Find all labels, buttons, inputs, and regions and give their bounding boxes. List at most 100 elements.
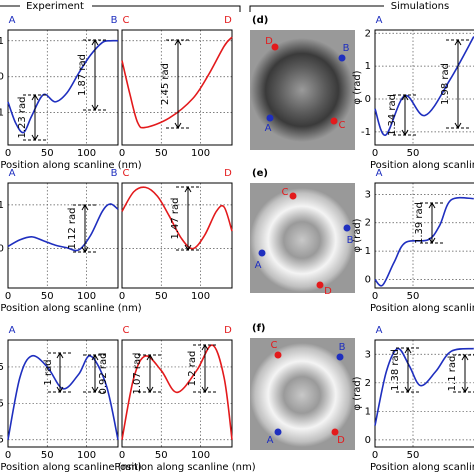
annotation: 1.12 rad (67, 207, 78, 249)
plot-frame (7, 339, 119, 448)
x-tick-label: 0 (119, 450, 125, 461)
y-axis-label: φ (rad) (352, 218, 363, 252)
y-tick-label: 1 (365, 61, 371, 72)
annotation-arrow (81, 204, 89, 253)
y-tick-label: 1 (365, 406, 371, 417)
marker-label: C (282, 187, 289, 198)
panel-label: (d) (252, 15, 268, 26)
x-tick-label: 50 (407, 450, 420, 461)
data-line (374, 196, 474, 287)
data-line (121, 186, 233, 250)
annotation-arrow (56, 352, 64, 393)
annotation: 1.98 rad (440, 63, 451, 105)
annotation: 2.45 rad (160, 63, 171, 105)
y-axis-label: φ (rad) (352, 376, 363, 410)
data-line (374, 36, 474, 136)
marker-dot (266, 114, 274, 122)
y-tick-label: 1 (365, 246, 371, 257)
end-label: A (376, 168, 383, 179)
annotation-arrow (454, 39, 462, 129)
annotation: 1.23 rad (17, 96, 28, 138)
annotation-arrow (461, 354, 469, 393)
end-label: C (123, 168, 130, 179)
annotation-arrow (201, 344, 209, 393)
marker-dot (338, 54, 346, 62)
x-tick-label: 50 (155, 450, 168, 461)
data-line (7, 39, 119, 134)
x-tick-label: 0 (372, 291, 378, 302)
end-label: A (376, 325, 383, 336)
annotation: 1.47 rad (170, 197, 181, 239)
marker-dot (289, 192, 297, 200)
header-rule (249, 5, 384, 12)
y-tick-label: 3 (365, 189, 371, 200)
y-tick-label: -1 (0, 108, 4, 119)
end-label: A (9, 168, 16, 179)
x-tick-label: 50 (407, 148, 420, 159)
marker-dot (336, 353, 344, 361)
x-tick-label: 100 (191, 148, 210, 159)
y-tick-label: 2.5 (0, 362, 4, 373)
data-line (374, 347, 474, 426)
x-tick-label: 0 (372, 450, 378, 461)
x-tick-label: 50 (155, 148, 168, 159)
x-tick-label: 0 (5, 291, 11, 302)
marker-label: C (339, 120, 346, 131)
annotation: 1.07 rad (132, 352, 143, 394)
marker-label: B (339, 342, 346, 353)
plot-frame (374, 182, 474, 289)
annotation-arrow (428, 202, 436, 244)
x-axis-label: Position along scanline (nm) (0, 462, 141, 473)
annotation-arrow (401, 94, 409, 136)
y-tick-label: -1 (361, 127, 371, 138)
x-tick-label: 50 (41, 291, 54, 302)
marker-dot (271, 43, 279, 51)
marker-label: C (271, 340, 278, 351)
x-tick-label: 50 (155, 291, 168, 302)
plot-frame (374, 339, 474, 448)
end-label: C (123, 15, 130, 26)
marker-label: D (265, 36, 273, 47)
data-line (7, 203, 119, 252)
annotation: 0.92 rad (98, 352, 109, 394)
plot-frame (121, 29, 233, 146)
x-axis-label: Position along scanline (nm) (370, 303, 474, 314)
x-axis-label: Position along scanline (nm) (370, 462, 474, 473)
y-axis-label: φ (rad) (352, 70, 363, 104)
marker-dot (274, 428, 282, 436)
x-tick-label: 0 (119, 148, 125, 159)
annotation: 1.34 rad (387, 94, 398, 136)
x-tick-label: 100 (77, 291, 96, 302)
x-tick-label: 0 (5, 450, 11, 461)
end-label: B (111, 15, 118, 26)
y-tick-label: 1 (0, 36, 4, 47)
marker-dot (331, 428, 339, 436)
end-label: B (111, 168, 118, 179)
end-label: D (224, 168, 232, 179)
x-tick-label: 100 (77, 148, 96, 159)
x-tick-label: 50 (407, 291, 420, 302)
marker-dot (274, 351, 282, 359)
data-line (121, 36, 233, 129)
panel-label: (e) (252, 168, 268, 179)
x-axis-label: Position along scanline (nm) (370, 160, 474, 171)
data-line (7, 354, 119, 440)
x-tick-label: 50 (41, 148, 54, 159)
marker-label: D (337, 435, 345, 446)
x-tick-label: 0 (372, 148, 378, 159)
end-label: A (9, 325, 16, 336)
y-tick-label: 0 (365, 435, 371, 446)
marker-dot (258, 249, 266, 257)
data-line (121, 344, 233, 440)
end-label: A (376, 15, 383, 26)
plot-frame (7, 182, 119, 289)
plot-frame (121, 182, 233, 289)
marker-label: A (267, 435, 274, 446)
header-rule (0, 5, 241, 12)
y-tick-label: 1.5 (0, 398, 4, 409)
plot-frame (374, 29, 474, 146)
y-tick-label: 2 (365, 378, 371, 389)
annotation: 1.1 rad (447, 356, 458, 392)
annotation-arrow (91, 39, 99, 111)
y-tick-label: 0 (0, 72, 4, 83)
